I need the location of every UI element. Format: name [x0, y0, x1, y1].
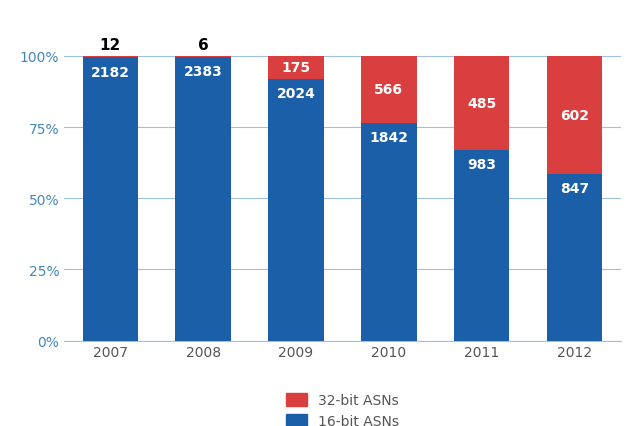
Text: 2383: 2383: [184, 65, 223, 79]
Bar: [83, 57, 138, 58]
Text: 6: 6: [198, 37, 209, 52]
Text: 602: 602: [560, 109, 589, 123]
Bar: [268, 57, 324, 79]
Bar: [361, 57, 417, 124]
Bar: [361, 124, 417, 341]
Text: 175: 175: [282, 61, 310, 75]
Text: 12: 12: [100, 37, 121, 52]
Text: 485: 485: [467, 97, 496, 111]
Text: 847: 847: [560, 182, 589, 196]
Text: 1842: 1842: [369, 131, 408, 145]
Bar: [547, 175, 602, 341]
Text: 2024: 2024: [276, 86, 316, 101]
Bar: [454, 57, 509, 151]
Text: 2182: 2182: [91, 66, 130, 80]
Bar: [175, 58, 231, 341]
Bar: [454, 151, 509, 341]
Legend: 32-bit ASNs, 16-bit ASNs: 32-bit ASNs, 16-bit ASNs: [280, 388, 404, 426]
Bar: [83, 58, 138, 341]
Bar: [268, 79, 324, 341]
Text: 566: 566: [374, 83, 403, 97]
Text: 983: 983: [467, 158, 496, 172]
Bar: [547, 57, 602, 175]
Bar: [175, 57, 231, 58]
